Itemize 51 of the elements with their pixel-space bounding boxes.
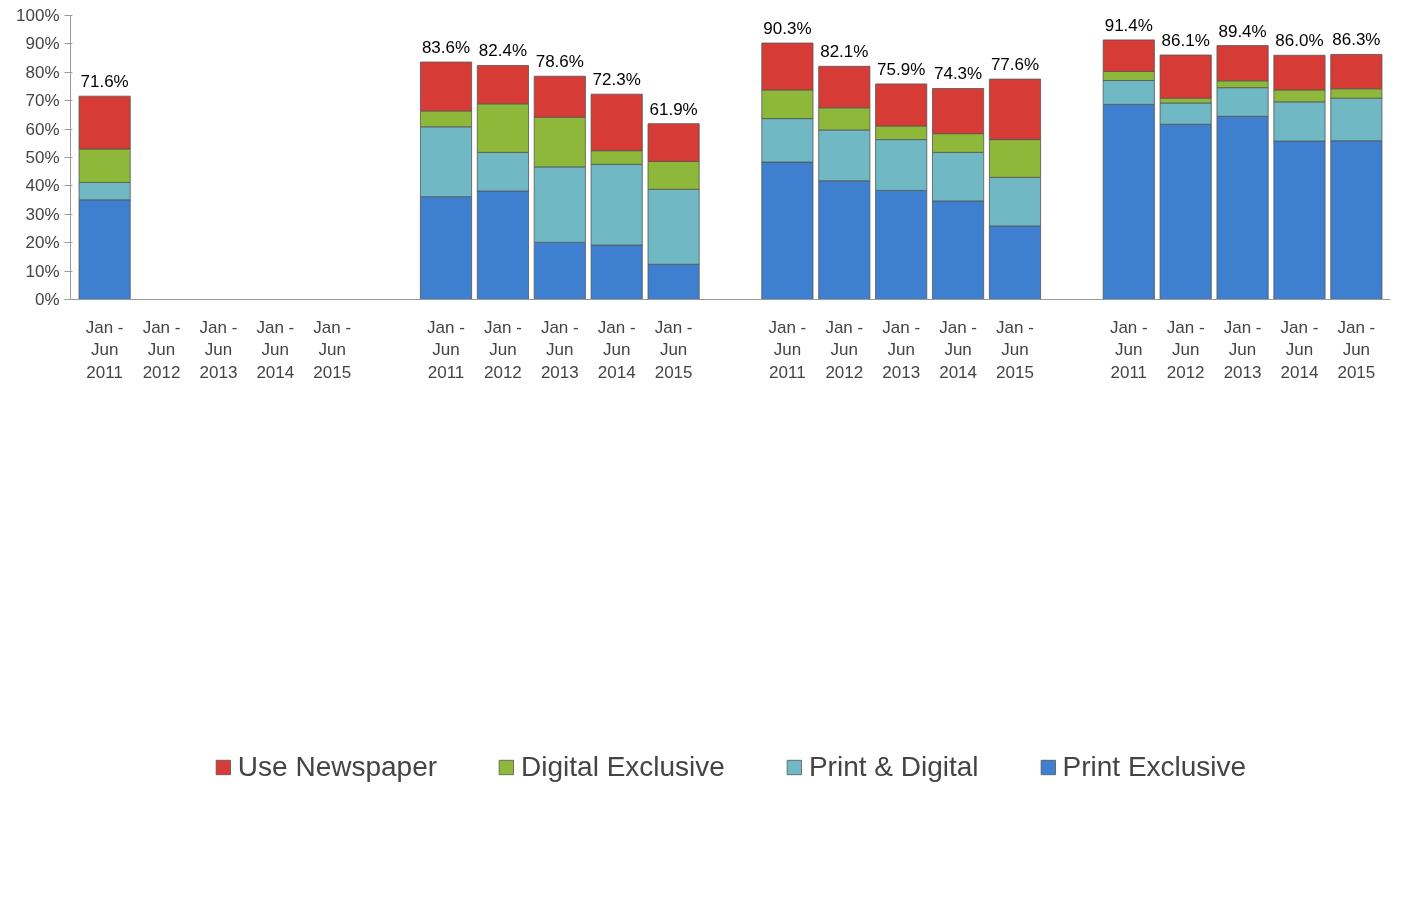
x-tick-label: Jan - Jun 2013	[1223, 317, 1262, 383]
y-tick-label: 0%	[34, 290, 60, 309]
total-label: 82.1%	[820, 42, 869, 62]
total-label: 61.9%	[649, 99, 698, 119]
x-tick-label: Jan - Jun 2013	[540, 317, 579, 383]
y-tick-label: 40%	[25, 176, 60, 196]
x-tick-label: Jan - Jun 2013	[882, 317, 921, 383]
total-label: 78.6%	[535, 52, 584, 72]
x-tick-label: Jan - Jun 2015	[654, 317, 693, 383]
y-tick-label: 60%	[25, 119, 60, 139]
total-label: 91.4%	[1104, 15, 1153, 35]
total-label: 83.6%	[421, 38, 471, 58]
x-tick-label: Jan - Jun 2012	[1166, 317, 1205, 383]
x-tick-label: Jan - Jun 2012	[142, 317, 181, 383]
total-label: 86.3%	[1332, 30, 1381, 50]
x-tick-label: Jan - Jun 2013	[199, 317, 238, 383]
total-label: 82.4%	[478, 41, 528, 61]
y-tick-label: 70%	[25, 91, 60, 111]
x-tick-label: Jan - Jun 2014	[597, 317, 636, 383]
total-label: 75.9%	[877, 59, 926, 79]
x-tick-label: Jan - Jun 2011	[85, 317, 124, 383]
y-tick-label: 10%	[25, 261, 60, 281]
legend-label: Print & Digital	[808, 751, 979, 783]
y-tick-label: 50%	[25, 148, 60, 167]
x-tick-label: Jan - Jun 2014	[256, 317, 295, 383]
x-tick-label: Jan - Jun 2012	[484, 317, 522, 383]
x-tick-label: Jan - Jun 2011	[1109, 317, 1148, 383]
total-label: 77.6%	[990, 55, 1040, 75]
x-tick-label: Jan - Jun 2012	[825, 317, 864, 383]
legend-label: Use Newspaper	[237, 751, 438, 783]
x-tick-label: Jan - Jun 2014	[1280, 317, 1319, 383]
legend-label: Digital Exclusive	[521, 751, 725, 783]
total-label: 71.6%	[80, 72, 129, 92]
total-label: 72.3%	[592, 70, 641, 90]
total-label: 86.0%	[1275, 31, 1324, 51]
total-label: 90.3%	[763, 19, 812, 39]
legend-label: Print Exclusive	[1062, 751, 1247, 783]
y-tick-label: 90%	[25, 34, 60, 54]
x-tick-label: Jan - Jun 2011	[768, 317, 807, 383]
y-tick-label: 100%	[16, 6, 60, 25]
x-tick-label: Jan - Jun 2015	[996, 317, 1034, 383]
x-tick-label: Jan - Jun 2014	[939, 317, 978, 383]
x-tick-label: Jan - Jun 2011	[427, 317, 465, 383]
x-tick-label: Jan - Jun 2015	[313, 317, 352, 383]
total-label: 86.1%	[1161, 30, 1210, 50]
y-tick-label: 20%	[25, 233, 60, 253]
total-label: 74.3%	[933, 64, 983, 84]
y-tick-label: 30%	[25, 204, 60, 224]
total-label: 89.4%	[1218, 21, 1267, 41]
x-tick-label: Jan - Jun 2015	[1337, 317, 1376, 383]
y-tick-label: 80%	[25, 62, 60, 82]
